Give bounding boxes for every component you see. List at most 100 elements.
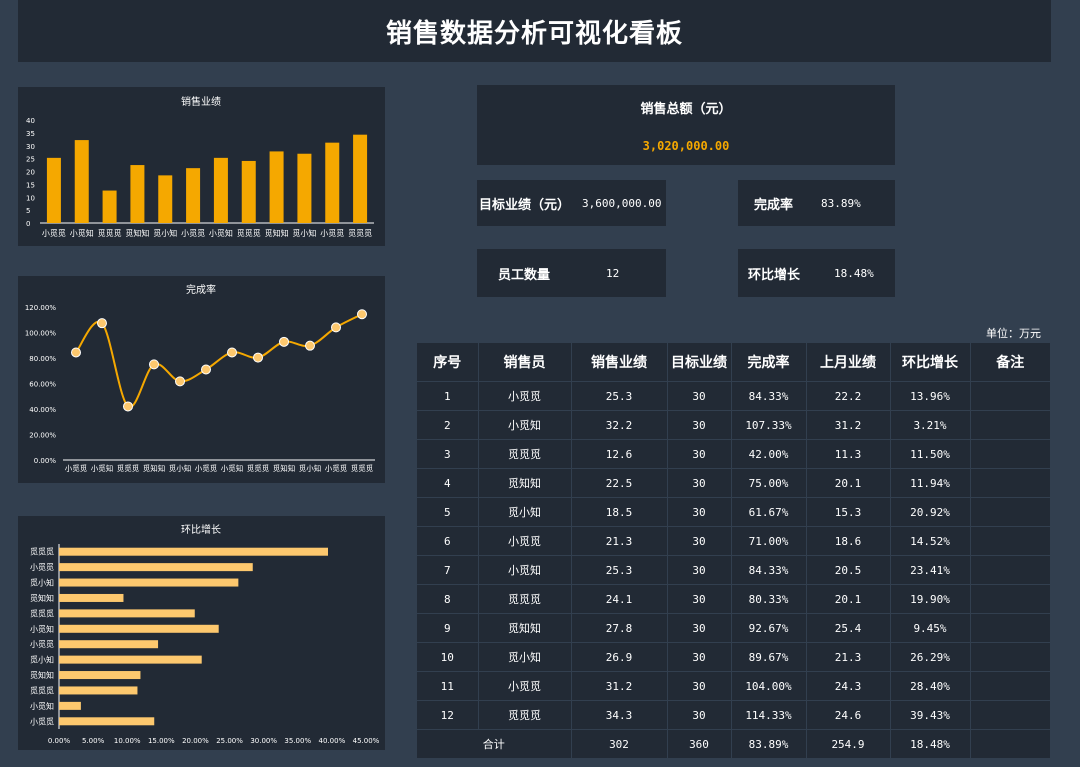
bar [46,157,61,223]
table-cell-sales: 31.2 [571,671,668,701]
table-row: 11 小觅觅 31.2 30 104.00% 24.3 28.40% [417,671,1050,701]
data-point [71,347,81,358]
table-row: 1 小觅觅 25.3 30 84.33% 22.2 13.96% [417,381,1050,411]
col-header-salesperson: 销售员 [478,343,572,382]
kpi-growth-label: 环比增长 [748,267,801,283]
total-label: 合计 [417,729,572,759]
table-row: 10 觅小知 26.9 30 89.67% 21.3 26.29% [417,642,1050,672]
table-cell-rate: 89.67% [731,642,807,672]
table-cell-seq: 8 [417,584,479,614]
table-cell-target: 30 [667,584,732,614]
table-header-row: 序号 销售员 销售业绩 目标业绩 完成率 上月业绩 环比增长 备注 [417,343,1050,382]
bar [59,563,253,572]
table-cell-last-month: 24.6 [806,700,891,730]
table-cell-rate: 107.33% [731,410,807,440]
table-cell-last-month: 31.2 [806,410,891,440]
table-cell-salesperson: 小觅觅 [478,526,572,556]
x-tick-label: 40.00% [319,737,346,745]
data-point [227,347,237,358]
y-tick-label: 小觅觅 [30,639,54,649]
x-tick-label: 觅觅觅 [98,228,122,238]
table-cell-seq: 4 [417,468,479,498]
table-cell-remark [970,613,1050,643]
x-tick-label: 25.00% [216,737,243,745]
table-row: 7 小觅知 25.3 30 84.33% 20.5 23.41% [417,555,1050,585]
completion-line-chart: 完成率 0.00% 20.00% 40.00% 60.00% 80.00% 100.00% 1… [25,283,375,473]
bar [59,701,81,710]
bar [59,593,124,602]
table-cell-sales: 22.5 [571,468,668,498]
table-cell-salesperson: 小觅觅 [478,381,572,411]
kpi-growth: 环比增长 18.48% [738,249,895,297]
x-tick-label: 觅知知 [273,463,296,473]
data-point [149,359,159,370]
table-cell-remark [970,468,1050,498]
table-cell-seq: 5 [417,497,479,527]
growth-hbar-chart-panel: 环比增长 觅觅觅 小觅觅 觅小知 觅知知 觅觅觅 小觅知 小觅觅 觅小知 觅知知 觅觅觅 小觅知 小觅觅… [18,516,385,750]
table-cell-growth: 3.21% [890,410,971,440]
y-tick-label: 觅小知 [30,578,54,588]
sales-bar-chart-panel: 销售业绩 0 5 10 15 20 25 30 35 40 小觅觅 小觅知 觅觅觅 觅知知 觅小知 小觅觅 小觅… [18,87,385,246]
x-tick-label: 小觅觅 [42,228,66,238]
data-point [97,318,107,329]
bar [325,142,340,223]
y-tick-label: 小觅知 [30,701,54,711]
x-tick-label: 觅觅觅 [348,228,372,238]
bar [158,175,173,223]
table-cell-sales: 27.8 [571,613,668,643]
total-cell-remark [970,729,1050,759]
total-cell-rate: 83.89% [731,729,807,759]
total-cell-target: 360 [667,729,732,759]
bar [74,140,89,223]
table-row: 12 觅觅觅 34.3 30 114.33% 24.6 39.43% [417,700,1050,730]
data-point [357,309,367,320]
table-total-row: 合计 302 360 83.89% 254.9 18.48% [417,729,1050,759]
table-cell-last-month: 20.1 [806,468,891,498]
table-cell-remark [970,439,1050,469]
title-bar: 销售数据分析可视化看板 [18,0,1051,62]
table-cell-target: 30 [667,381,732,411]
chart-title: 环比增长 [181,523,221,536]
y-tick-label: 80.00% [29,355,56,363]
table-cell-growth: 14.52% [890,526,971,556]
kpi-staff-label: 员工数量 [498,267,551,283]
table-cell-rate: 104.00% [731,671,807,701]
total-cell-last-month: 254.9 [806,729,891,759]
table-cell-seq: 2 [417,410,479,440]
table-cell-last-month: 15.3 [806,497,891,527]
growth-hbar-chart: 环比增长觅觅觅小觅觅觅小知觅知知觅觅觅小觅知小觅觅觅小知觅知知觅觅觅小觅知小觅觅… [30,523,380,745]
kpi-total-value: 3,020,000.00 [642,138,730,153]
total-cell-sales: 302 [571,729,668,759]
table-cell-sales: 18.5 [571,497,668,527]
table-cell-sales: 24.1 [571,584,668,614]
table-cell-target: 30 [667,439,732,469]
bar [59,640,159,649]
chart-title: 销售业绩 [181,95,221,108]
y-tick-label: 60.00% [29,381,56,389]
y-tick-label: 30 [26,143,35,151]
bar [297,153,312,223]
table-row: 3 觅觅觅 12.6 30 42.00% 11.3 11.50% [417,439,1050,469]
table-cell-last-month: 25.4 [806,613,891,643]
table-cell-salesperson: 觅小知 [478,642,572,672]
y-tick-label: 40.00% [29,406,56,414]
y-tick-label: 5 [26,207,30,215]
x-tick-label: 觅知知 [125,228,149,238]
col-header-sales: 销售业绩 [571,343,668,382]
x-tick-label: 小觅知 [70,228,94,238]
table-cell-last-month: 21.3 [806,642,891,672]
y-tick-label: 小觅觅 [30,562,54,572]
sales-table: 序号 销售员 销售业绩 目标业绩 完成率 上月业绩 环比增长 备注 1 小觅觅 25.3 30 84.… [417,343,1050,759]
table-cell-target: 30 [667,700,732,730]
table-row: 9 觅知知 27.8 30 92.67% 25.4 9.45% [417,613,1050,643]
x-tick-label: 5.00% [82,737,105,745]
bar [213,157,228,223]
y-tick-label: 觅小知 [30,655,54,665]
table-cell-salesperson: 觅觅觅 [478,439,572,469]
table-cell-rate: 71.00% [731,526,807,556]
x-tick-label: 觅知知 [143,463,166,473]
table-row: 2 小觅知 32.2 30 107.33% 31.2 3.21% [417,410,1050,440]
table-row: 5 觅小知 18.5 30 61.67% 15.3 20.92% [417,497,1050,527]
total-cell-growth: 18.48% [890,729,971,759]
table-cell-target: 30 [667,642,732,672]
